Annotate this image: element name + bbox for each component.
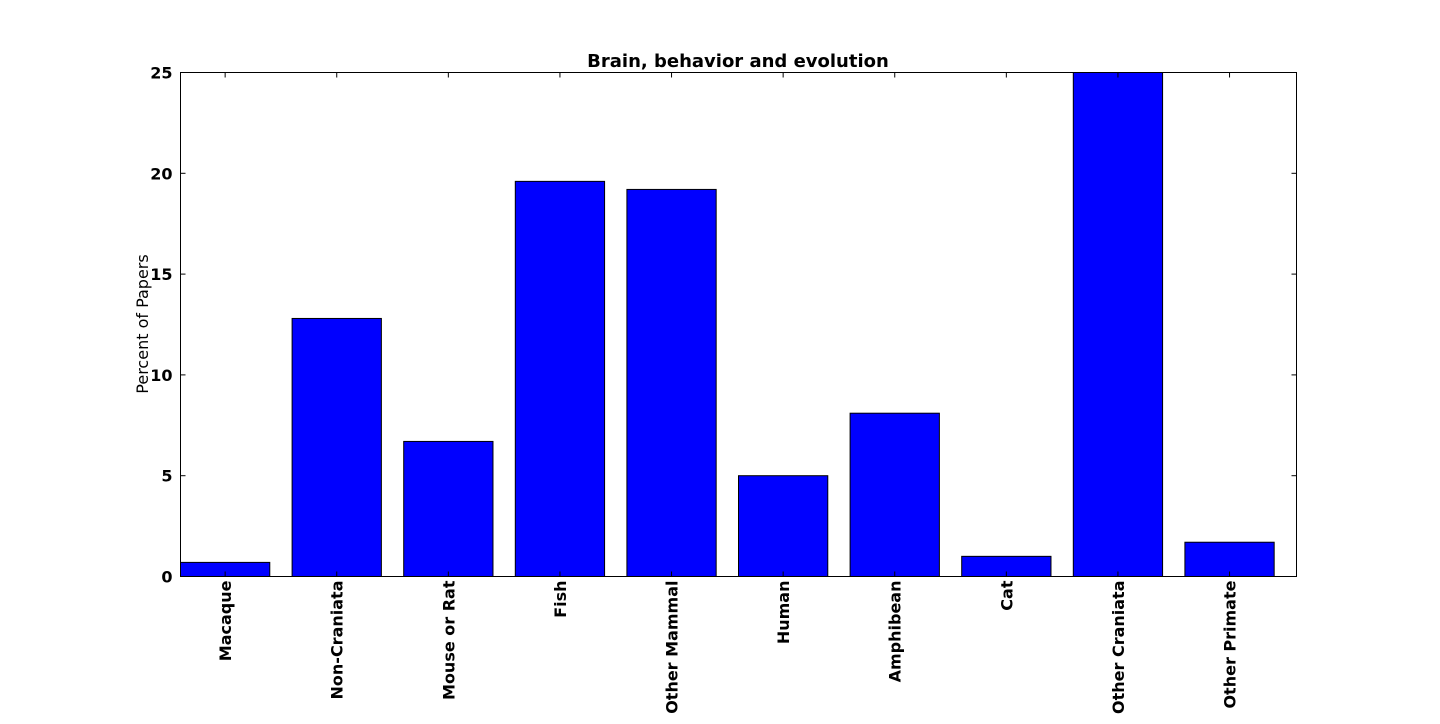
- x-tick-label-non-craniata: Non-Craniata: [328, 581, 347, 700]
- bar-amphibean: [849, 412, 940, 578]
- bar-fish: [514, 180, 606, 577]
- bar-other-craniata: [1072, 72, 1164, 577]
- bar-other-primate: [1184, 541, 1275, 578]
- y-tick-label: 5: [161, 467, 172, 486]
- bars-group: [180, 72, 1275, 578]
- bar-mouse-or-rat: [403, 440, 494, 578]
- x-tick-label-cat: Cat: [997, 580, 1016, 611]
- x-tick-label-macaque: Macaque: [216, 580, 235, 661]
- y-tick-label: 25: [150, 64, 172, 83]
- bar-non-craniata: [291, 317, 382, 577]
- y-tick-label: 0: [161, 568, 172, 587]
- x-tick-labels-group: Macaque Non-Craniata Mouse or Rat Fish Other…: [216, 580, 1239, 714]
- y-tick-label: 10: [150, 366, 172, 385]
- x-tick-label-fish: Fish: [551, 581, 570, 618]
- plot-frame: [180, 72, 1297, 577]
- chart-title: Brain, behavior and evolution: [587, 51, 889, 72]
- y-tick-label: 20: [150, 164, 172, 183]
- x-tick-label-other-craniata: Other Craniata: [1109, 581, 1128, 715]
- x-tick-label-mouse-or-rat: Mouse or Rat: [439, 580, 458, 700]
- y-tick-label: 15: [150, 265, 172, 284]
- x-tick-label-other-primate: Other Primate: [1221, 580, 1240, 708]
- bar-human: [738, 475, 829, 578]
- x-tick-label-amphibean: Amphibean: [886, 581, 905, 683]
- y-axis-label: Percent of Papers: [133, 254, 152, 393]
- x-tick-label-human: Human: [774, 581, 793, 645]
- y-tick-labels-group: 0 5 10 15 20 25: [150, 64, 172, 587]
- x-tick-label-other-mammal: Other Mammal: [663, 581, 682, 714]
- bar-other-mammal: [626, 188, 717, 577]
